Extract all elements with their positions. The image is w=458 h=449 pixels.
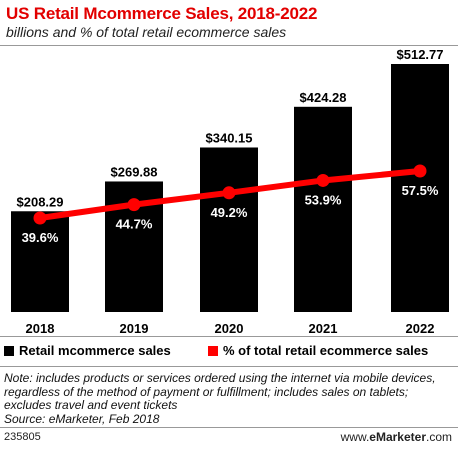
brand-name: eMarketer	[369, 430, 426, 444]
chart-plot: $208.29 2018 $269.88 2019 $340.15 2020 $424.28…	[11, 47, 449, 336]
legend-divider	[0, 336, 458, 337]
x-tick-label-2018: 2018	[26, 321, 55, 336]
bar-value-label-2022: $512.77	[397, 47, 444, 62]
legend-swatch-bars	[4, 345, 14, 356]
pct-label-2018: 39.6%	[22, 230, 59, 245]
pct-label-2022: 57.5%	[402, 183, 439, 198]
legend-swatch-line	[208, 345, 218, 356]
pct-label-2021: 53.9%	[305, 192, 342, 207]
legend-item-line: % of total retail ecommerce sales	[208, 343, 428, 358]
pct-point-2018	[33, 211, 47, 225]
bar-value-label-2018: $208.29	[17, 194, 64, 209]
brand-link[interactable]: www.eMarketer.com	[341, 430, 452, 444]
bar-value-label-2020: $340.15	[206, 130, 253, 145]
x-tick-label-2020: 2020	[215, 321, 244, 336]
x-tick-label-2019: 2019	[120, 321, 149, 336]
legend-item-bars: Retail mcommerce sales	[4, 343, 171, 358]
pct-point-2020	[222, 186, 236, 200]
pct-label-2019: 44.7%	[116, 217, 153, 232]
footer-divider	[0, 427, 458, 428]
bar-2022	[391, 64, 449, 312]
brand-prefix: www.	[340, 430, 370, 444]
top-divider	[0, 45, 458, 46]
pct-point-2022	[413, 164, 427, 178]
chart-subtitle: billions and % of total retail ecommerce…	[6, 24, 287, 40]
legend-label-bars: Retail mcommerce sales	[19, 343, 171, 358]
bar-2020	[200, 147, 258, 312]
brand-suffix: .com	[425, 430, 452, 444]
legend-label-line: % of total retail ecommerce sales	[223, 343, 429, 358]
note-text: Note: includes products or services orde…	[4, 371, 436, 412]
chart-title: US Retail Mcommerce Sales, 2018-2022	[6, 4, 318, 23]
chart-id: 235805	[4, 431, 41, 443]
note-divider	[0, 366, 458, 367]
bar-2018	[11, 211, 69, 312]
pct-point-2021	[316, 173, 330, 187]
x-tick-label-2022: 2022	[406, 321, 435, 336]
bar-2021	[294, 106, 352, 313]
x-tick-label-2021: 2021	[309, 321, 338, 336]
chart-notes: Note: includes products or services orde…	[4, 371, 456, 426]
source-text: Source: eMarketer, Feb 2018	[4, 411, 160, 426]
pct-point-2019	[127, 198, 141, 212]
pct-label-2020: 49.2%	[211, 205, 248, 220]
bar-value-label-2021: $424.28	[300, 90, 347, 105]
bar-value-label-2019: $269.88	[111, 164, 158, 179]
